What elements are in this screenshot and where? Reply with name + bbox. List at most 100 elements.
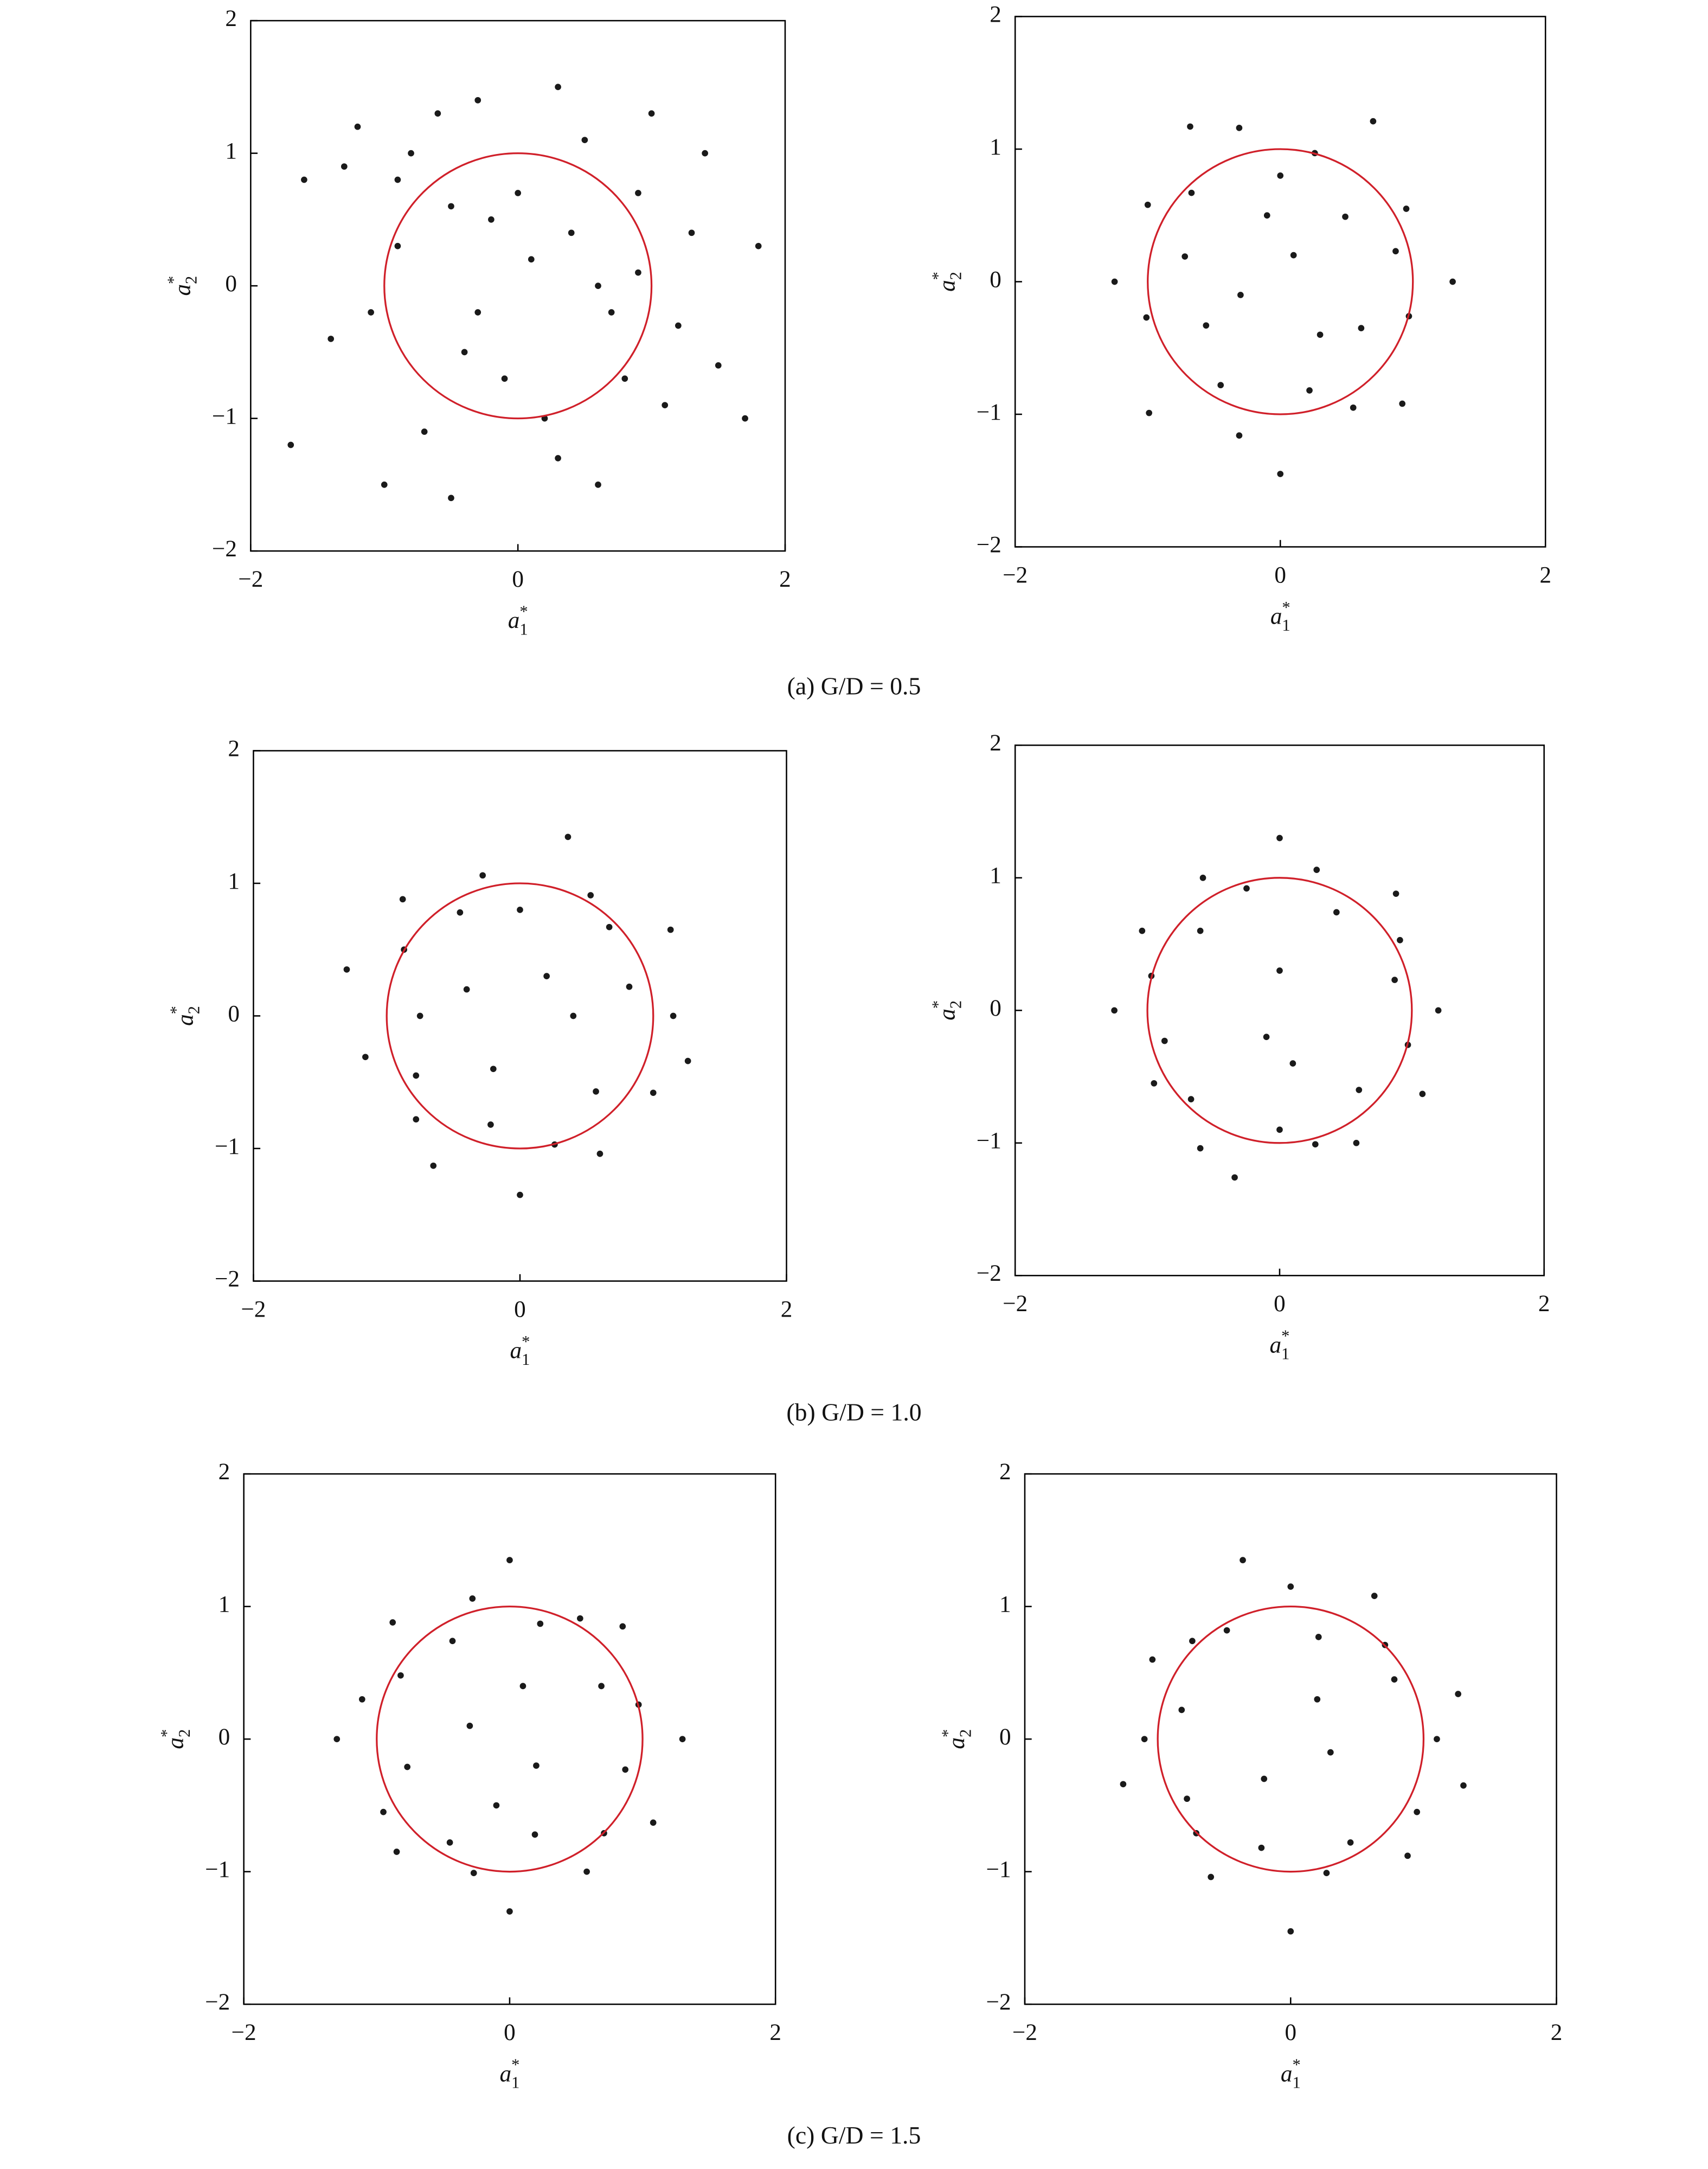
point (1277, 471, 1284, 477)
point (595, 283, 601, 289)
point (487, 1121, 494, 1128)
point (457, 909, 464, 916)
point (393, 1849, 400, 1855)
point (662, 402, 669, 409)
x-tick-label: 2 (781, 1297, 793, 1322)
x-tick-label: 2 (1551, 2020, 1563, 2045)
y-tick-label: 2 (999, 1459, 1011, 1485)
y-axis-label-group: a*2 (167, 1006, 203, 1026)
y-tick-label: 0 (219, 1724, 230, 1750)
point (1353, 1139, 1360, 1146)
point (1187, 1096, 1195, 1102)
point (1276, 1126, 1283, 1133)
point (434, 110, 441, 117)
y-axis-label: a*2 (929, 272, 965, 292)
point (421, 428, 428, 435)
point (397, 1672, 404, 1679)
point (1358, 325, 1365, 331)
point (368, 309, 374, 316)
point (430, 1162, 437, 1169)
point (564, 833, 572, 840)
point (1237, 292, 1244, 298)
y-axis-label-base: a (170, 284, 195, 296)
x-tick-label: 0 (1274, 1291, 1286, 1317)
x-tick-label: 0 (1285, 2020, 1296, 2045)
x-tick-label: 2 (779, 567, 791, 592)
point (362, 1054, 369, 1061)
point (650, 1819, 657, 1826)
x-axis-label-sup: * (522, 1332, 530, 1351)
point (490, 1066, 497, 1073)
point (389, 1619, 396, 1626)
x-axis-label-base: a (508, 608, 520, 633)
x-tick-label: 2 (1539, 562, 1551, 588)
point (413, 1072, 420, 1079)
x-axis-label-sup: * (1281, 1327, 1289, 1345)
point (1313, 867, 1320, 873)
caption: (b) G/D = 1.0 (786, 1398, 921, 1426)
y-axis-label: a*2 (938, 1729, 974, 1749)
y-axis-label-sub: 2 (947, 1000, 965, 1009)
x-tick-label: 0 (1274, 562, 1286, 588)
point (1392, 890, 1399, 897)
point (667, 926, 674, 933)
y-axis-label: a*2 (929, 1000, 965, 1021)
x-axis-label-base: a (1281, 2061, 1293, 2087)
point (715, 362, 722, 369)
y-axis-label-sub: 2 (175, 1729, 194, 1737)
y-tick-label: −2 (212, 536, 237, 562)
point (1356, 1087, 1363, 1093)
reference-circle (376, 1606, 644, 1873)
y-tick-label: 0 (228, 1001, 240, 1026)
point (461, 349, 468, 356)
y-axis-label-sub: 2 (947, 272, 965, 280)
point (470, 1870, 477, 1876)
point (1404, 1852, 1411, 1859)
point (635, 269, 641, 276)
point (474, 309, 481, 316)
y-tick-label: −1 (977, 1128, 1001, 1154)
point (1277, 172, 1284, 179)
point (416, 1012, 423, 1019)
y-tick-label: 1 (219, 1592, 230, 1618)
point (343, 966, 350, 973)
point (1120, 1781, 1127, 1788)
point (1203, 322, 1210, 329)
point (755, 242, 762, 249)
point (399, 896, 406, 903)
point (1189, 1638, 1196, 1645)
point (1287, 1928, 1294, 1935)
point (448, 495, 454, 502)
y-tick-label: −2 (977, 1261, 1001, 1286)
point (1243, 885, 1250, 892)
point (650, 1089, 657, 1096)
point (606, 923, 613, 931)
plot-frame (243, 1473, 776, 2005)
point (1403, 206, 1410, 212)
x-axis-label-sup: * (1282, 598, 1290, 617)
point (1188, 189, 1195, 196)
y-axis-label: a*2 (167, 1006, 203, 1026)
point (301, 176, 307, 183)
point (1350, 404, 1357, 411)
point (1333, 909, 1340, 916)
point (568, 229, 575, 236)
point (1460, 1782, 1467, 1789)
point (1449, 278, 1456, 285)
x-tick-label: −2 (1003, 1291, 1028, 1317)
x-axis-label-sub: 1 (511, 2074, 519, 2092)
point (622, 1766, 629, 1773)
point (1419, 1090, 1426, 1098)
point (479, 872, 486, 879)
x-tick-label: 0 (514, 1297, 526, 1322)
point (635, 190, 641, 196)
point (596, 1150, 603, 1157)
y-tick-label: 0 (990, 996, 1001, 1021)
point (1347, 1839, 1354, 1846)
point (581, 137, 588, 144)
point (1144, 201, 1151, 208)
x-axis-label: a* 1 (500, 2055, 520, 2091)
x-axis-label-sup: * (519, 602, 528, 620)
x-tick-label: −2 (241, 1297, 266, 1322)
point (449, 1638, 456, 1645)
